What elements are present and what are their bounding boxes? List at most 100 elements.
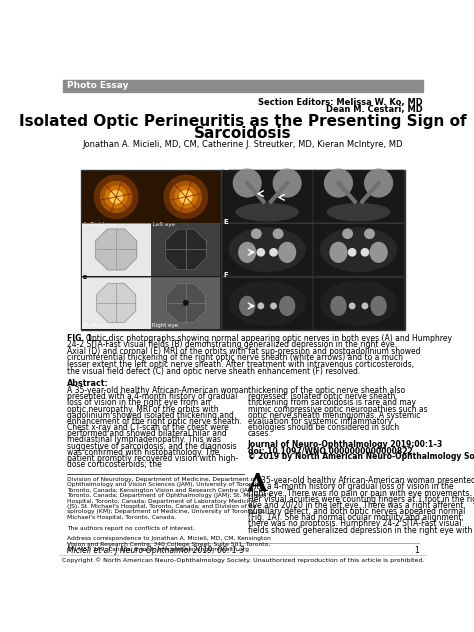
Ellipse shape [278, 241, 296, 263]
Bar [222, 277, 312, 330]
Circle shape [183, 301, 188, 305]
Text: Dean M. Cestari, MD: Dean M. Cestari, MD [326, 105, 423, 114]
Text: The authors report no conflicts of interest.: The authors report no conflicts of inter… [67, 526, 195, 530]
Text: Left eye: Left eye [87, 324, 109, 329]
Text: Copyright © North American Neuro-Ophthalmology Society. Unauthorized reproductio: Copyright © North American Neuro-Ophthal… [62, 557, 424, 562]
Circle shape [110, 191, 122, 203]
Text: suggestive of sarcoidosis, and the diagnosis: suggestive of sarcoidosis, and the diagn… [67, 442, 237, 451]
Text: mediastinal lymphadenopathy. This was: mediastinal lymphadenopathy. This was [67, 435, 221, 444]
Ellipse shape [342, 228, 353, 239]
Text: 24-2 SITA-Fast visual fields (B) demonstrating generalized depression in the rig: 24-2 SITA-Fast visual fields (B) demonst… [67, 341, 397, 349]
Ellipse shape [330, 296, 346, 316]
Text: Her visual acuities were counting fingers at 1 foot in the right: Her visual acuities were counting finger… [247, 495, 474, 504]
Text: Micieli et al: J Neuro-Ophthalmol 2019; 00: 1-3: Micieli et al: J Neuro-Ophthalmol 2019; … [67, 546, 245, 556]
Text: 1: 1 [414, 546, 419, 556]
Text: Hospital, Toronto, Canada; Department of Laboratory Medicine: Hospital, Toronto, Canada; Department of… [67, 499, 256, 504]
Circle shape [271, 303, 276, 308]
Text: Sarcoidosis: Sarcoidosis [194, 126, 292, 141]
Polygon shape [97, 283, 136, 322]
Text: (JS), St. Michael's Hospital, Toronto, Canada; and Division of Re-: (JS), St. Michael's Hospital, Toronto, C… [67, 504, 258, 509]
Bar [151, 223, 220, 276]
Bar [222, 170, 312, 223]
Bar [313, 223, 404, 276]
Ellipse shape [239, 296, 255, 316]
Circle shape [100, 181, 132, 212]
Circle shape [257, 249, 264, 256]
Ellipse shape [279, 296, 295, 316]
Text: the visual field defect (C) and optic nerve sheath enhancement (F) resolved.: the visual field defect (C) and optic ne… [67, 367, 360, 375]
Ellipse shape [369, 241, 388, 263]
Text: circumferential thickening of the right optic nerve sheath (white arrows) and to: circumferential thickening of the right … [67, 353, 403, 362]
Ellipse shape [364, 169, 393, 198]
Bar [222, 223, 312, 276]
Text: Toronto, Canada; Department of Ophthalmology (JAM); St. Michael's: Toronto, Canada; Department of Ophthalmo… [67, 493, 272, 498]
Ellipse shape [320, 227, 397, 272]
Text: C: C [82, 324, 86, 329]
Text: lesser extent the left optic nerve sheath. After treatment with intravenous cort: lesser extent the left optic nerve sheat… [67, 360, 414, 369]
Text: gadolinium showed isolated thickening and: gadolinium showed isolated thickening an… [67, 411, 234, 420]
Bar [81, 170, 405, 330]
Text: A  Right eye: A Right eye [83, 222, 117, 228]
Text: © 2019 by North American Neuro-Ophthalmology Society: © 2019 by North American Neuro-Ophthalmo… [247, 453, 474, 461]
Text: dose corticosteroids; the: dose corticosteroids; the [67, 460, 162, 469]
Text: Photo Essay: Photo Essay [67, 82, 128, 90]
Text: ON M5T 3A9, Canada; E-mail: jmicieli@kensingtonhealth.org: ON M5T 3A9, Canada; E-mail: jmicieli@ken… [67, 547, 249, 552]
Bar [82, 277, 151, 329]
Circle shape [175, 186, 197, 208]
Text: 35-year-old healthy African-American woman presented: 35-year-old healthy African-American wom… [261, 477, 474, 485]
Text: D: D [223, 166, 229, 171]
Text: doi: 10.1097/WNO.0000000000000822: doi: 10.1097/WNO.0000000000000822 [247, 446, 412, 455]
Text: Right eye: Right eye [152, 324, 178, 329]
Text: thickening of the optic nerve sheath also: thickening of the optic nerve sheath als… [247, 386, 405, 395]
Circle shape [348, 249, 356, 256]
Ellipse shape [228, 281, 306, 326]
Text: E: E [223, 219, 228, 225]
Text: (Fig. 1A). She had normal ocular motility and alignment;: (Fig. 1A). She had normal ocular motilit… [247, 513, 464, 522]
Circle shape [180, 191, 192, 203]
Polygon shape [166, 283, 205, 322]
Text: thickening from sarcoidosis is rare and may: thickening from sarcoidosis is rare and … [247, 398, 416, 408]
Text: Ophthalmology and Vision Sciences (JAM), University of Toronto,: Ophthalmology and Vision Sciences (JAM),… [67, 482, 261, 487]
Text: optic neuropathy. MRI of the orbits with: optic neuropathy. MRI of the orbits with [67, 404, 219, 413]
Text: FIG. 1.: FIG. 1. [67, 334, 95, 343]
Text: Left eye: Left eye [153, 222, 175, 228]
Bar [151, 171, 220, 223]
Text: Chest x-ray and CT-scan of the chest were: Chest x-ray and CT-scan of the chest wer… [67, 423, 229, 432]
Ellipse shape [370, 296, 387, 316]
Text: Jonathan A. Micieli, MD, CM, Catherine J. Streutker, MD, Kieran McIntyre, MD: Jonathan A. Micieli, MD, CM, Catherine J… [82, 140, 403, 149]
Text: enhancement of the right optic nerve sheath.: enhancement of the right optic nerve she… [67, 417, 242, 426]
Circle shape [361, 249, 369, 256]
Text: fields showed generalized depression in the right eye with: fields showed generalized depression in … [247, 526, 472, 535]
Text: B: B [82, 275, 87, 280]
Text: Toronto, Canada; Kensington Vision and Research Centre (JAM),: Toronto, Canada; Kensington Vision and R… [67, 488, 257, 493]
Text: pupillary defect, and both optic nerves appeared normal: pupillary defect, and both optic nerves … [247, 507, 465, 516]
Circle shape [164, 175, 208, 219]
Text: Axial (D) and coronal (E) MRI of the orbits with fat sup-pression and postgadoli: Axial (D) and coronal (E) MRI of the orb… [67, 347, 420, 356]
Circle shape [362, 303, 368, 308]
Text: Isolated Optic Perineuritis as the Presenting Sign of: Isolated Optic Perineuritis as the Prese… [19, 114, 467, 130]
Text: with a 4-month history of gradual loss of vision in the: with a 4-month history of gradual loss o… [247, 482, 453, 492]
Bar [63, 80, 423, 92]
Text: A: A [247, 472, 267, 496]
Bar [151, 277, 220, 329]
Text: Vision and Research Centre, 340 College Street, Suite 501, Toronto,: Vision and Research Centre, 340 College … [67, 542, 270, 547]
Text: spirology (KM); Department of Medicine, University of Toronto, St.: spirology (KM); Department of Medicine, … [67, 509, 265, 514]
Text: Division of Neurology, Department of Medicine, Department of: Division of Neurology, Department of Med… [67, 477, 256, 482]
Text: loss of vision in the right eye from an: loss of vision in the right eye from an [67, 398, 210, 408]
Text: Address correspondence to Jonathan A. Micieli, MD, CM, Kensington: Address correspondence to Jonathan A. Mi… [67, 537, 271, 541]
Bar [313, 170, 404, 223]
Text: was confirmed with histopathology. The: was confirmed with histopathology. The [67, 447, 219, 457]
Text: presented with a 4-month history of gradual: presented with a 4-month history of grad… [67, 392, 237, 401]
Ellipse shape [233, 169, 262, 198]
Circle shape [170, 181, 201, 212]
Text: A 35-year-old healthy African-American woman: A 35-year-old healthy African-American w… [67, 386, 248, 395]
Ellipse shape [320, 281, 397, 326]
Text: Section Editors: Melissa W. Ko, MD: Section Editors: Melissa W. Ko, MD [258, 98, 423, 107]
Bar [313, 277, 404, 330]
Text: Optic disc photographs showing normal appearing optic nerves in both eyes (A) an: Optic disc photographs showing normal ap… [86, 334, 452, 343]
Text: etiologies should be considered in such: etiologies should be considered in such [247, 423, 399, 432]
Ellipse shape [273, 169, 301, 198]
Text: regressed. Isolated optic nerve sheath: regressed. Isolated optic nerve sheath [247, 392, 395, 401]
Ellipse shape [236, 203, 299, 221]
Text: patient promptly recovered vision with high-: patient promptly recovered vision with h… [67, 454, 238, 463]
